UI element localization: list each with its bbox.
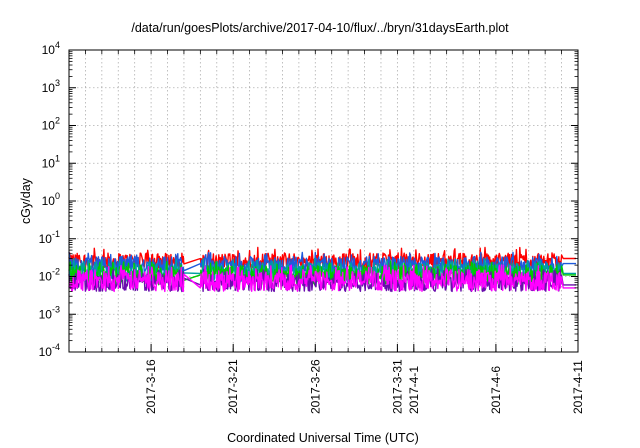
x-tick-labels: 2017-3-16 2017-3-21 2017-3-26 2017-3-31 2017… xyxy=(144,359,585,414)
y-tick-label: 10-3 xyxy=(39,304,60,321)
y-tick-label: 10-2 xyxy=(39,267,60,284)
x-tick-label: 2017-3-26 xyxy=(308,359,322,414)
axis-ticks xyxy=(69,49,579,353)
x-tick-label: 2017-4-11 xyxy=(571,360,585,414)
y-tick-label: 102 xyxy=(42,116,60,133)
x-tick-label: 2017-4-6 xyxy=(489,366,503,414)
x-tick-label: 2017-3-21 xyxy=(226,359,240,414)
grid-lines xyxy=(69,50,578,352)
y-tick-label: 10-4 xyxy=(39,342,60,359)
series-layer xyxy=(68,246,576,293)
y-axis-label: cGy/day xyxy=(19,177,33,224)
x-tick-label: 2017-3-16 xyxy=(144,359,158,414)
y-tick-label: 10-1 xyxy=(39,229,60,246)
y-tick-label: 104 xyxy=(42,40,60,57)
y-tick-label: 103 xyxy=(42,78,60,95)
y-tick-labels: 10-4 10-3 10-2 10-1 100 101 102 103 104 xyxy=(39,40,60,359)
x-axis-label: Coordinated Universal Time (UTC) xyxy=(227,431,419,445)
x-tick-label: 2017-4-1 xyxy=(407,366,421,414)
y-tick-label: 101 xyxy=(42,153,60,170)
y-tick-label: 100 xyxy=(42,191,60,208)
x-tick-label: 2017-3-31 xyxy=(390,359,404,414)
series-line xyxy=(68,264,576,293)
chart-title: /data/run/goesPlots/archive/2017-04-10/f… xyxy=(131,21,509,35)
